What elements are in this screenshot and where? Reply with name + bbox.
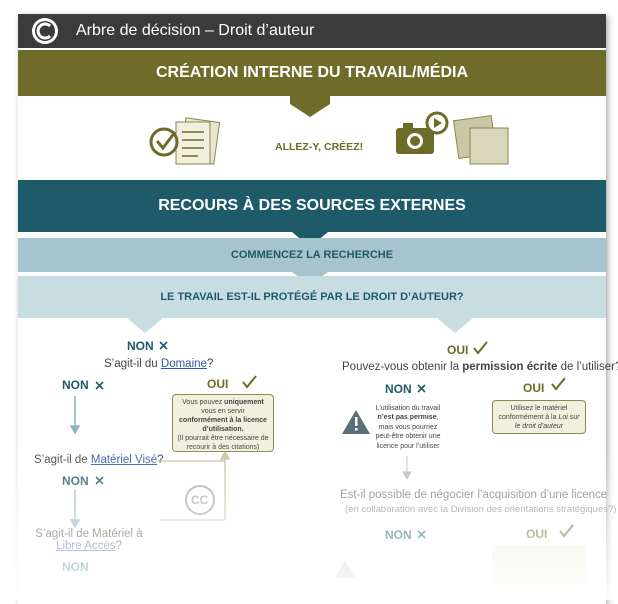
warning-icon bbox=[342, 410, 370, 434]
question: S’agit-il de Matériel à Libre Accès? bbox=[34, 528, 144, 552]
question-note: (en collaboration avec la Division des o… bbox=[345, 504, 617, 515]
no-text: L’utilisation du travail n’est pas permi… bbox=[372, 404, 444, 451]
link[interactable]: Domaine bbox=[160, 358, 207, 370]
search-band bbox=[18, 238, 606, 272]
connector bbox=[402, 456, 412, 481]
internal-band bbox=[18, 50, 606, 96]
text: ? bbox=[157, 454, 164, 466]
question: S’agit-il de Matériel Visé? bbox=[34, 454, 164, 466]
arrow bbox=[127, 318, 163, 333]
search-title: COMMENCEZ LA RECHERCHE bbox=[230, 249, 394, 261]
text: n’est pas permise bbox=[377, 414, 437, 422]
question: S’agit-il du Domaine? bbox=[104, 358, 213, 370]
text: (Il pourrait être nécessaire de recourir… bbox=[177, 435, 269, 452]
link[interactable]: Matériel Visé bbox=[90, 454, 158, 466]
cc-label: CC bbox=[191, 493, 209, 507]
yes-connectors bbox=[158, 450, 231, 521]
external-band bbox=[18, 180, 606, 232]
faded-box bbox=[492, 545, 586, 585]
text: L’utilisation du travail bbox=[375, 405, 441, 412]
text: S’agit-il de bbox=[34, 454, 91, 466]
text: ? bbox=[115, 540, 122, 552]
link[interactable]: Libre Accès bbox=[56, 540, 116, 552]
question: Est-il possible de négocier l’acquisitio… bbox=[340, 489, 608, 501]
photos-icon bbox=[452, 114, 509, 165]
text: conformément à la licence d’utilisation. bbox=[179, 417, 267, 434]
text: ? bbox=[206, 358, 214, 370]
text: S’agit-il de Matériel à bbox=[35, 528, 143, 540]
external-title: RECOURS À DES SOURCES EXTERNES bbox=[158, 197, 466, 214]
answer-no: NON bbox=[62, 474, 89, 488]
text: Pouvez-vous obtenir la bbox=[342, 361, 463, 373]
text: permission écrite bbox=[462, 361, 558, 373]
question-title: LE TRAVAIL EST-IL PROTÉGÉ PAR LE DROIT D… bbox=[160, 291, 464, 303]
arrow bbox=[290, 96, 330, 117]
answer-no: NON bbox=[127, 339, 154, 353]
text: de l’utiliser? bbox=[557, 361, 618, 373]
text: Vous pouvez bbox=[182, 399, 225, 406]
header-title: Arbre de décision – Droit d’auteur bbox=[76, 22, 315, 39]
answer-yes: OUI bbox=[207, 377, 229, 391]
warning-icon bbox=[335, 560, 355, 578]
answer-no: NON bbox=[385, 382, 412, 396]
arrow bbox=[437, 318, 473, 333]
check-icons bbox=[242, 341, 574, 538]
answer-no: NON bbox=[62, 560, 89, 574]
text: vous en servir bbox=[201, 408, 245, 416]
text: Utilisez le matériel conformément à la bbox=[498, 405, 568, 422]
internal-action: ALLEZ-Y, CRÉEZ! bbox=[275, 141, 364, 153]
header-bar bbox=[18, 14, 606, 48]
camera-icon bbox=[396, 111, 449, 154]
text: uniquement bbox=[224, 399, 264, 406]
answer-no: NON bbox=[385, 528, 412, 542]
text: Loi sur le droit d’auteur bbox=[514, 414, 580, 431]
question: Pouvez-vous obtenir la permission écrite… bbox=[342, 361, 618, 373]
question-band bbox=[18, 276, 606, 318]
text: S’agit-il du bbox=[104, 358, 161, 370]
checklist-icon bbox=[149, 117, 221, 165]
answer-yes: OUI bbox=[447, 343, 469, 357]
yes-box: Utilisez le matériel conformément à la L… bbox=[492, 400, 586, 434]
internal-title: CRÉATION INTERNE DU TRAVAIL/MÉDIA bbox=[156, 64, 468, 81]
yes-box: Vous pouvez uniquement vous en servir co… bbox=[172, 394, 274, 452]
answer-yes: OUI bbox=[523, 381, 545, 395]
answer-yes: OUI bbox=[526, 527, 548, 541]
answer-no: NON bbox=[62, 378, 89, 392]
